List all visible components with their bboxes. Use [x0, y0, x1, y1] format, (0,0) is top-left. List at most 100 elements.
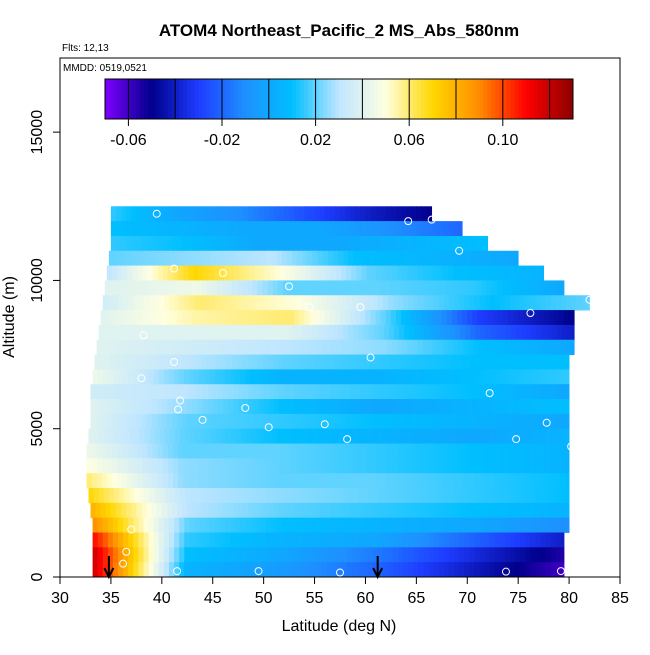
- heatmap-cell: [529, 443, 535, 459]
- colorbar-segment: [276, 79, 281, 119]
- heatmap-cell: [241, 488, 247, 504]
- heatmap-cell: [311, 369, 317, 385]
- heatmap-cell: [429, 324, 436, 341]
- heatmap-cell: [261, 250, 268, 266]
- heatmap-cell: [418, 547, 424, 563]
- heatmap-cell: [474, 369, 480, 385]
- colorbar-segment: [323, 79, 328, 119]
- heatmap-cell: [463, 458, 469, 474]
- heatmap-cell: [334, 310, 341, 326]
- heatmap-cell: [501, 354, 508, 370]
- heatmap-cell: [123, 562, 129, 578]
- heatmap-cell: [365, 384, 371, 400]
- heatmap-cell: [270, 532, 277, 548]
- colorbar-segment: [479, 79, 484, 119]
- heatmap-cell: [179, 369, 185, 385]
- heatmap-cell: [403, 547, 409, 563]
- heatmap-cell: [405, 354, 411, 370]
- observation-marker: [264, 423, 273, 432]
- heatmap-cell: [388, 250, 395, 266]
- observation-marker: [567, 442, 576, 451]
- heatmap-cell: [403, 295, 409, 311]
- heatmap-cell: [256, 428, 262, 444]
- heatmap-cell: [360, 399, 366, 415]
- heatmap-cell: [128, 532, 134, 548]
- heatmap-cell: [527, 280, 533, 296]
- heatmap-cell: [401, 235, 407, 252]
- heatmap-cell: [566, 517, 570, 533]
- heatmap-cell: [414, 428, 420, 444]
- heatmap-cell: [261, 488, 268, 504]
- heatmap-cell: [209, 517, 216, 533]
- heatmap-cell: [503, 458, 510, 474]
- heatmap-cell: [431, 235, 438, 252]
- heatmap-cell: [549, 458, 556, 474]
- heatmap-cell: [314, 502, 321, 519]
- heatmap-cell: [201, 354, 208, 370]
- colorbar-segment: [428, 79, 434, 119]
- heatmap-cell: [420, 354, 426, 370]
- heatmap-cell: [390, 310, 397, 326]
- heatmap-cell: [145, 280, 152, 296]
- heatmap-cell: [472, 399, 478, 415]
- heatmap-cell: [133, 562, 139, 578]
- heatmap-cell: [497, 384, 504, 400]
- heatmap-cell: [429, 488, 436, 504]
- heatmap-cell: [122, 265, 128, 281]
- heatmap-cell: [432, 458, 439, 474]
- heatmap-cell: [426, 502, 433, 519]
- heatmap-cell: [142, 458, 148, 474]
- heatmap-cell: [125, 354, 131, 370]
- colorbar-segment: [459, 79, 465, 119]
- heatmap-cell: [249, 265, 255, 281]
- heatmap-cell: [259, 265, 266, 281]
- heatmap-cell: [357, 295, 363, 311]
- heatmap-cell: [219, 547, 226, 563]
- heatmap-cell: [304, 413, 310, 430]
- heatmap-cell: [116, 399, 122, 415]
- heatmap-cell: [392, 532, 399, 548]
- heatmap-cell: [314, 413, 321, 430]
- heatmap-cell: [183, 265, 189, 281]
- heatmap-cell: [166, 384, 173, 400]
- colorbar-segment: [136, 79, 141, 119]
- heatmap-cell: [510, 547, 516, 563]
- heatmap-cell: [340, 206, 346, 222]
- heatmap-cell: [477, 399, 483, 415]
- heatmap-cell: [372, 532, 379, 548]
- heatmap-cell: [119, 428, 125, 444]
- heatmap-cell: [502, 310, 509, 326]
- heatmap-cell: [221, 354, 228, 370]
- heatmap-cell: [566, 295, 572, 311]
- heatmap-cell: [200, 250, 206, 266]
- heatmap-cell: [537, 280, 544, 296]
- observation-marker: [542, 418, 551, 427]
- heatmap-cell: [203, 265, 210, 281]
- heatmap-cell: [156, 384, 163, 400]
- colorbar-segment: [530, 79, 535, 119]
- heatmap-cell: [474, 562, 480, 578]
- colorbar-segment: [108, 79, 114, 119]
- heatmap-cell: [513, 399, 519, 415]
- heatmap-cell: [119, 250, 125, 266]
- heatmap-cell: [284, 413, 290, 430]
- heatmap-cell: [528, 413, 534, 430]
- heatmap-cell: [270, 562, 277, 578]
- heatmap-cell: [521, 324, 527, 341]
- heatmap-cell: [342, 562, 348, 578]
- heatmap-cell: [397, 265, 403, 281]
- heatmap-cell: [350, 413, 356, 430]
- heatmap-cell: [504, 369, 511, 385]
- heatmap-cell: [243, 384, 249, 400]
- heatmap-cell: [107, 532, 114, 548]
- heatmap-cell: [112, 295, 119, 311]
- heatmap-cell: [498, 473, 505, 489]
- heatmap-cell: [254, 443, 260, 459]
- heatmap-cell: [141, 384, 147, 400]
- heatmap-cell: [114, 354, 121, 370]
- heatmap-cell: [201, 280, 208, 296]
- heatmap-cell: [463, 265, 469, 281]
- heatmap-cell: [393, 250, 400, 266]
- heatmap-cell: [132, 265, 138, 281]
- heatmap-cell: [229, 339, 235, 355]
